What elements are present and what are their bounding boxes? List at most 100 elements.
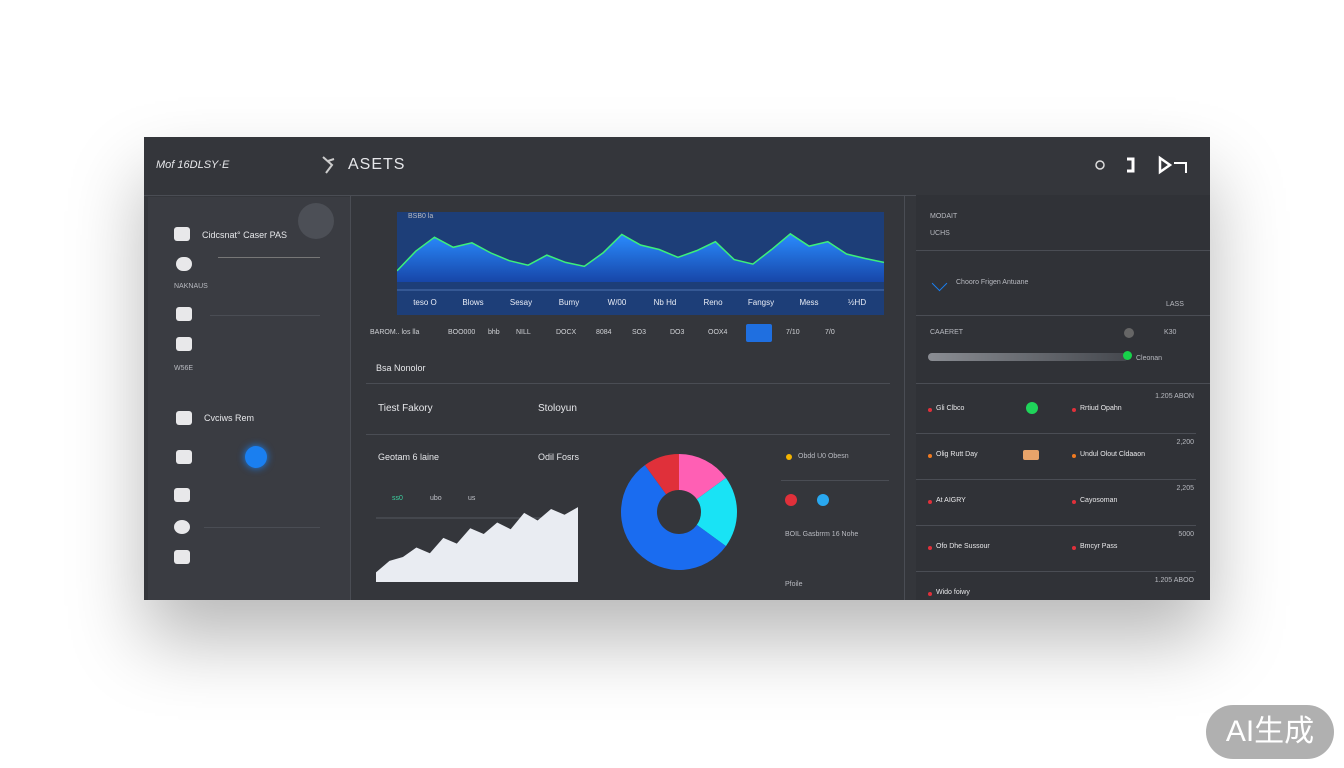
row-dot (928, 592, 932, 596)
x-tick-label: Bumy (559, 298, 579, 307)
divider (204, 527, 320, 528)
nav-icon[interactable] (176, 257, 192, 271)
progress-bar (928, 353, 1128, 361)
status-dot (817, 494, 829, 506)
row-value: Cayosoman (1080, 497, 1118, 504)
toolbar-item[interactable]: NILL (516, 329, 531, 336)
nav-item[interactable]: Cvciws Rem (204, 413, 255, 423)
toggle[interactable] (245, 446, 267, 468)
status-badge (1026, 402, 1038, 414)
legend-label: Pfoile (785, 581, 803, 588)
divider (916, 571, 1196, 572)
avatar[interactable] (298, 203, 334, 239)
chart-label: ss0 (392, 495, 403, 502)
divider (144, 195, 1210, 196)
nav-icon[interactable] (174, 227, 190, 241)
toolbar-item[interactable]: 8084 (596, 329, 612, 336)
donut-slice (696, 477, 737, 547)
logo-icon (322, 156, 335, 174)
divider (218, 257, 320, 258)
toolbar-item[interactable]: BAROM.. los lla (370, 329, 420, 336)
watermark: AI生成 (1206, 705, 1334, 759)
feature-note: LASS (1166, 301, 1184, 308)
row-label: Olig Rutt Day (936, 451, 978, 458)
x-tick-label: teso O (413, 298, 437, 307)
progress-dot (1123, 351, 1132, 360)
toolbar-item[interactable]: 7/0 (825, 329, 835, 336)
toolbar: BAROM.. los lla BOO000 bhb NILL DOCX 8084 SO3 D… (370, 324, 890, 342)
row-label: Geotam 6 laine (378, 452, 440, 462)
row-value: Rrtiud Opahn (1080, 405, 1122, 412)
nav-icon[interactable] (176, 411, 192, 425)
divider (916, 525, 1196, 526)
row-dot (928, 454, 932, 458)
row-dot (1072, 454, 1076, 458)
divider (210, 315, 320, 316)
divider (904, 195, 905, 600)
x-tick-label: Mess (799, 298, 818, 307)
toolbar-item[interactable]: 7/10 (786, 329, 800, 336)
line (397, 232, 884, 272)
x-tick-label: W/00 (608, 298, 627, 307)
dashboard: Mof 16DLSY·E ASETS Cidcsnat° Caser PAS N… (144, 137, 1210, 600)
row-dot (928, 546, 932, 550)
divider (916, 315, 1210, 316)
divider (916, 433, 1196, 434)
row-amount: 1.205 ABOO (1154, 577, 1194, 584)
small-chart: ss0 ubo us (376, 495, 578, 582)
row-value: Undul Olout Cldaaon (1080, 451, 1145, 458)
row-dot (928, 500, 932, 504)
nav-item[interactable]: NAKNAUS (174, 283, 208, 290)
brand: Mof 16DLSY·E (156, 159, 230, 171)
status-dot (785, 494, 797, 506)
nav-icon[interactable] (174, 550, 190, 564)
toolbar-item[interactable]: DOCX (556, 329, 577, 336)
row-amount: 2,205 (1176, 485, 1194, 492)
toolbar-item[interactable]: DO3 (670, 329, 685, 336)
legend-label: Obdd U0 Obesn (798, 453, 849, 460)
nav-icon[interactable] (174, 520, 190, 534)
x-tick-label: ½HD (848, 298, 866, 307)
divider (366, 383, 890, 384)
area (376, 507, 578, 582)
right-panel (916, 195, 1210, 600)
x-tick-label: Reno (703, 298, 723, 307)
header-controls[interactable] (1092, 155, 1192, 175)
toolbar-item[interactable]: SO3 (632, 329, 647, 336)
setting-toggle[interactable] (1124, 328, 1134, 338)
toolbar-item[interactable]: bhb (488, 329, 500, 336)
toolbar-button[interactable] (746, 324, 772, 342)
nav-item[interactable]: W56E (174, 365, 194, 372)
divider (781, 480, 889, 481)
divider (350, 195, 351, 600)
row-dot (1072, 546, 1076, 550)
nav-icon[interactable] (176, 450, 192, 464)
chart-label: us (468, 495, 476, 502)
divider (366, 434, 890, 435)
nav-item[interactable]: Cidcsnat° Caser PAS (202, 230, 287, 240)
nav-icon[interactable] (176, 337, 192, 351)
toolbar-item[interactable]: BOO000 (448, 329, 476, 336)
row-label: Odil Fosrs (538, 452, 580, 462)
legend-label: BOIL Gasbrrm 16 Nohe (785, 531, 859, 538)
nav-icon[interactable] (174, 488, 190, 502)
divider (916, 383, 1210, 384)
row-label: Stoloyun (538, 403, 577, 414)
row-amount: 2,200 (1176, 439, 1194, 446)
toolbar-item[interactable]: OOX4 (708, 329, 728, 336)
feature-label[interactable]: Chooro Frigen Antuane (956, 279, 1029, 286)
row-label: Ofo Dhe Sussour (936, 543, 990, 550)
row-dot (1072, 408, 1076, 412)
chart-label: BSB0 la (408, 213, 434, 220)
row-dot (1072, 500, 1076, 504)
status-badge (1023, 450, 1039, 460)
setting-value: K30 (1164, 329, 1177, 336)
nav-icon[interactable] (176, 307, 192, 321)
legend-dot (786, 454, 792, 460)
chart-label: ubo (430, 495, 442, 502)
x-tick-label: Blows (462, 298, 483, 307)
divider (916, 479, 1196, 480)
panel-label: MODAIT (930, 213, 958, 220)
main-chart: teso O Blows Sesay Bumy W/00 Nb Hd Reno Fangsy M… (397, 232, 884, 307)
